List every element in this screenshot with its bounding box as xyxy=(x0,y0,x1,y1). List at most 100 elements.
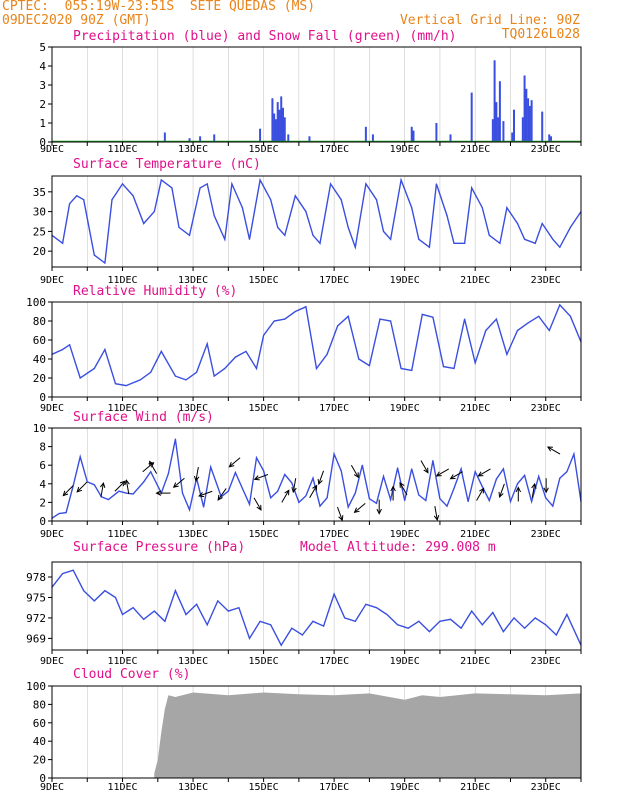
wind-arrow-head xyxy=(217,494,223,501)
data-point xyxy=(432,459,434,462)
cloud-cover-area xyxy=(154,692,582,778)
wind-arrow-head xyxy=(291,487,297,494)
x-tick-label: 19DEC xyxy=(390,275,420,286)
wind-arrow xyxy=(450,471,463,480)
data-point xyxy=(79,377,81,379)
data-point xyxy=(555,634,557,636)
data-point xyxy=(435,183,438,185)
data-point xyxy=(160,179,162,181)
data-point xyxy=(319,505,321,507)
precip-bar xyxy=(502,121,505,142)
wind-arrow-head xyxy=(543,487,549,494)
wind-arrow xyxy=(100,482,104,497)
data-point xyxy=(481,624,483,626)
data-point xyxy=(259,179,261,181)
data-point xyxy=(224,238,226,240)
panel-annotation: Model Altitude: 299.008 m xyxy=(300,540,496,555)
data-point xyxy=(153,211,155,213)
precip-bar xyxy=(491,119,494,142)
x-tick-label: 17DEC xyxy=(319,403,349,414)
wind-arrow-head xyxy=(353,507,360,514)
wind-arrow-head xyxy=(317,478,323,485)
data-point xyxy=(150,371,152,373)
x-tick-label: 23DEC xyxy=(531,403,561,414)
data-point xyxy=(538,475,540,477)
x-tick-label: 23DEC xyxy=(531,529,561,540)
wind-arrow-head xyxy=(193,475,200,482)
wind-arrow-head xyxy=(100,481,106,488)
data-point xyxy=(132,607,134,609)
wind-arrow-head xyxy=(515,486,522,493)
data-point xyxy=(446,505,448,507)
wind-arrow-head xyxy=(228,461,235,468)
data-point xyxy=(238,607,240,609)
x-tick-label: 23DEC xyxy=(531,275,561,286)
y-tick-label: 20 xyxy=(33,245,46,258)
data-point xyxy=(552,505,554,507)
x-tick-label: 11DEC xyxy=(107,275,137,286)
y-tick-label: 969 xyxy=(26,632,46,645)
precip-bar xyxy=(523,75,526,142)
data-point xyxy=(273,320,275,322)
wind-arrow xyxy=(292,478,297,493)
precip-bar xyxy=(550,136,553,142)
precip-bar xyxy=(271,98,274,142)
header-model-id: TQ0126L028 xyxy=(501,27,580,42)
wind-arrow xyxy=(281,490,290,503)
data-point xyxy=(195,371,198,373)
data-point xyxy=(566,613,568,616)
data-point xyxy=(404,499,406,502)
x-tick-label: 9DEC xyxy=(40,656,64,667)
y-tick-label: 40 xyxy=(33,735,46,748)
data-point xyxy=(354,620,356,622)
wind-arrow xyxy=(76,481,88,493)
precip-bar xyxy=(511,132,514,142)
data-point xyxy=(132,493,134,495)
data-point xyxy=(93,484,95,486)
data-point xyxy=(347,506,349,508)
data-point xyxy=(569,226,572,229)
wind-arrow xyxy=(217,488,227,501)
wind-arrow xyxy=(399,482,408,496)
data-point xyxy=(333,593,335,595)
data-point xyxy=(333,453,335,455)
data-point xyxy=(83,199,85,201)
data-point xyxy=(471,187,473,189)
precip-bar xyxy=(278,109,281,142)
data-point xyxy=(319,242,321,244)
series-line xyxy=(51,439,582,519)
precip-bar xyxy=(163,132,166,142)
data-point xyxy=(340,470,342,472)
y-tick-label: 978 xyxy=(26,571,46,584)
data-point xyxy=(107,499,110,501)
data-point xyxy=(255,457,258,459)
y-tick-label: 4 xyxy=(39,60,46,73)
precip-bar xyxy=(521,117,524,142)
precip-bar xyxy=(435,123,438,142)
precip-bar xyxy=(530,100,533,142)
data-point xyxy=(76,195,78,197)
data-point xyxy=(245,350,247,352)
wind-arrow xyxy=(229,457,241,468)
data-point xyxy=(566,471,568,473)
x-tick-label: 21DEC xyxy=(460,529,490,540)
data-point xyxy=(72,569,74,571)
x-tick-label: 13DEC xyxy=(178,275,208,286)
data-point xyxy=(164,620,166,622)
wind-arrow xyxy=(254,474,269,480)
panel-frame xyxy=(51,685,582,779)
data-point xyxy=(411,369,413,371)
header-station: CPTEC: 055:19W-23:51S SETE QUEDAS (MS) xyxy=(2,0,316,14)
data-point xyxy=(354,246,356,248)
x-tick-label: 11DEC xyxy=(107,144,137,155)
x-tick-label: 13DEC xyxy=(178,529,208,540)
data-point xyxy=(481,207,483,209)
precip-bar xyxy=(525,88,528,142)
data-point xyxy=(326,353,328,355)
data-point xyxy=(330,183,332,185)
data-point xyxy=(488,499,490,502)
header-grid-line-note: Vertical Grid Line: 90Z xyxy=(399,13,580,28)
precip-bar xyxy=(364,126,367,142)
wind-arrow xyxy=(436,468,449,477)
data-point xyxy=(559,477,561,479)
